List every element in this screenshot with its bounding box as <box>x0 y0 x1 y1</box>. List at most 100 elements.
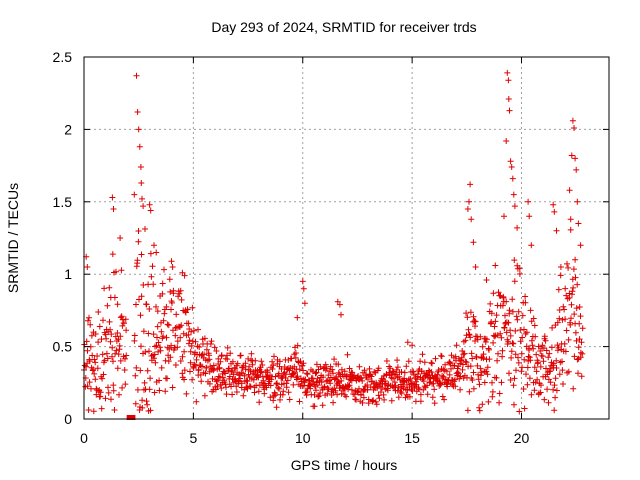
data-point <box>371 368 378 375</box>
data-point <box>417 358 424 365</box>
data-point <box>571 353 578 360</box>
data-point <box>181 272 188 279</box>
data-point <box>86 379 93 386</box>
y-tick-label: 2 <box>64 121 72 137</box>
y-tick-label: 1 <box>64 266 72 282</box>
data-point <box>390 375 396 382</box>
data-point <box>135 228 142 234</box>
data-point <box>485 398 492 405</box>
data-point <box>329 366 336 373</box>
data-point <box>509 340 516 347</box>
data-point <box>494 357 501 364</box>
data-point <box>358 392 365 398</box>
data-point <box>102 395 109 402</box>
data-point <box>203 364 210 371</box>
data-point <box>483 277 490 283</box>
data-point <box>571 311 578 318</box>
data-point <box>232 365 239 372</box>
data-point <box>563 327 570 334</box>
data-point <box>579 350 586 357</box>
data-point <box>414 371 421 377</box>
data-point <box>382 378 388 384</box>
data-point <box>150 331 157 338</box>
x-tick-label: 5 <box>189 430 197 446</box>
data-point <box>560 381 566 387</box>
data-point <box>106 318 113 325</box>
data-point <box>553 357 560 364</box>
data-point <box>522 293 529 300</box>
data-point <box>376 395 383 402</box>
data-point <box>177 358 184 364</box>
data-point <box>256 399 263 406</box>
data-point <box>92 376 99 383</box>
data-point <box>111 294 118 301</box>
data-point <box>567 216 574 223</box>
data-point <box>258 368 265 375</box>
data-point <box>437 381 444 388</box>
data-point <box>180 330 187 337</box>
data-point <box>525 198 532 205</box>
data-point <box>145 330 152 337</box>
data-point <box>151 355 157 362</box>
data-point <box>96 323 103 330</box>
data-point <box>502 312 508 319</box>
data-point <box>569 288 576 295</box>
data-point <box>521 326 527 333</box>
data-point <box>324 385 331 391</box>
data-point <box>302 376 309 383</box>
data-point <box>477 372 484 379</box>
data-point <box>544 386 551 393</box>
data-point <box>187 368 193 375</box>
data-point <box>526 354 533 361</box>
data-point <box>563 292 570 299</box>
data-point <box>466 388 473 395</box>
data-point <box>537 363 544 370</box>
data-point <box>572 274 579 281</box>
data-point <box>133 301 139 308</box>
data-point <box>168 342 175 349</box>
data-point <box>512 351 519 358</box>
data-point <box>224 356 231 363</box>
data-point <box>501 213 507 220</box>
data-point <box>133 364 140 371</box>
data-point <box>577 349 584 356</box>
data-point <box>424 391 431 398</box>
data-point <box>327 380 334 387</box>
data-point <box>137 312 144 319</box>
data-point <box>296 398 303 405</box>
data-point <box>454 369 461 376</box>
data-point <box>327 374 334 381</box>
data-point <box>464 314 471 321</box>
data-point <box>335 369 342 376</box>
data-point <box>280 388 287 395</box>
data-point <box>167 288 174 295</box>
data-point <box>514 224 521 231</box>
data-point <box>165 358 172 365</box>
data-point <box>134 386 141 393</box>
data-point <box>505 77 512 84</box>
data-point <box>573 337 580 344</box>
data-point <box>462 337 469 344</box>
data-point <box>285 389 292 396</box>
data-point <box>570 385 577 392</box>
data-point <box>143 301 150 308</box>
data-point <box>441 396 448 403</box>
data-point <box>248 350 255 357</box>
data-point <box>556 315 563 322</box>
data-point <box>191 327 197 334</box>
data-point <box>413 381 420 388</box>
data-point <box>195 326 201 333</box>
data-point <box>468 350 475 357</box>
data-point <box>104 355 111 362</box>
data-point <box>517 338 524 345</box>
data-point <box>495 289 502 296</box>
data-point <box>318 379 325 386</box>
data-point <box>92 359 99 366</box>
data-point <box>401 369 408 376</box>
data-point <box>514 316 521 323</box>
data-point <box>267 382 274 389</box>
data-point <box>535 343 542 350</box>
data-point <box>242 360 249 367</box>
data-point <box>391 371 398 377</box>
data-point <box>99 375 106 382</box>
